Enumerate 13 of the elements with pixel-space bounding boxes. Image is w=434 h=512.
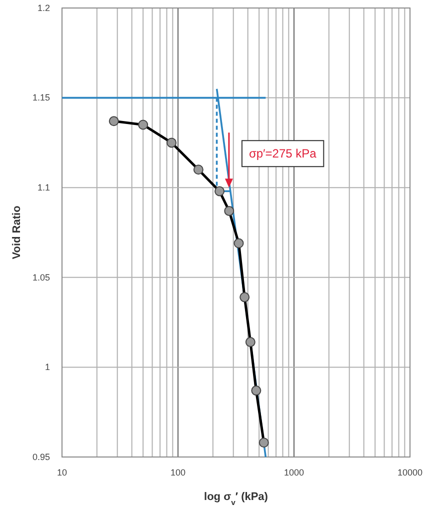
- x-tick-label: 10: [56, 467, 68, 478]
- y-tick-label: 1.1: [37, 182, 50, 192]
- x-tick-label: 100: [170, 467, 186, 478]
- y-tick-label: 0.95: [32, 452, 50, 462]
- y-tick-label: 1.15: [32, 92, 50, 103]
- y-tick-label: 1: [44, 362, 50, 372]
- x-axis-title: log σ$_{v}$′ (kPa): [204, 491, 268, 506]
- y-tick-label: 1.2: [37, 2, 50, 13]
- y-tick-label: 1.05: [32, 272, 50, 282]
- x-tick-label: 1000: [284, 467, 304, 478]
- x-tick-label: 10000: [397, 467, 423, 478]
- annotation: σp′=275 kPa: [248, 146, 317, 161]
- y-axis-title: Void Ratio: [11, 205, 23, 260]
